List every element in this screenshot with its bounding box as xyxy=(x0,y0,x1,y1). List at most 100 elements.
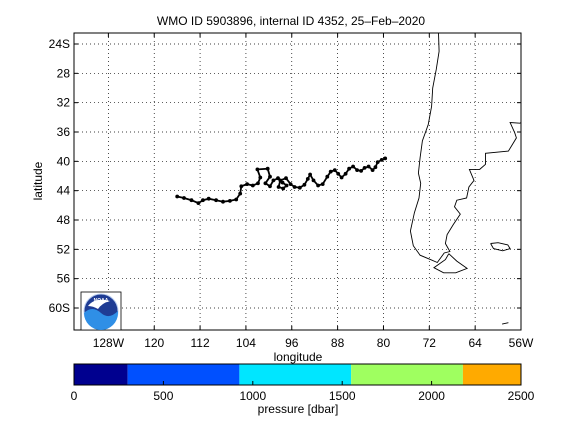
track-point xyxy=(258,175,263,180)
y-tick-label: 36 xyxy=(57,125,71,139)
noaa-logo-wave xyxy=(84,309,118,330)
colorbar-tick-label: 2500 xyxy=(508,389,535,403)
track-point xyxy=(238,191,243,196)
x-tick-label: 128W xyxy=(93,336,125,350)
colorbar-segment xyxy=(351,364,463,385)
colorbar-segment xyxy=(239,364,352,385)
track-point xyxy=(182,196,186,200)
track-point xyxy=(355,168,359,173)
falkland-islands-coast xyxy=(490,242,511,252)
x-tick-label: 112 xyxy=(191,336,210,350)
track-point xyxy=(265,166,270,171)
map-frame xyxy=(73,32,522,331)
x-axis-ticks: 128W 120 112 104 96 88 80 72 64 56W xyxy=(93,33,534,350)
track-point xyxy=(343,171,348,176)
colorbar-segments xyxy=(74,364,521,385)
figure-title: WMO ID 5903896, internal ID 4352, 25–Feb… xyxy=(157,14,425,28)
noaa-logo-bird xyxy=(88,299,110,309)
y-axis-ticks: 24S 28 32 36 40 44 48 52 56 60S xyxy=(49,37,521,315)
x-tick-label: 64 xyxy=(468,336,482,350)
colorbar-label: pressure [dbar] xyxy=(258,402,339,416)
y-tick-label: 48 xyxy=(57,213,71,227)
track-point xyxy=(383,156,388,161)
x-tick-label: 88 xyxy=(331,336,345,350)
track-point xyxy=(284,183,289,188)
track-point xyxy=(325,174,330,179)
track-point xyxy=(214,198,219,203)
grid-lines xyxy=(74,33,522,330)
track-point xyxy=(339,175,344,180)
track-point xyxy=(175,194,180,199)
track-point xyxy=(284,176,288,181)
noaa-logo: NOAA xyxy=(80,291,122,331)
track-point xyxy=(362,166,367,170)
track-point xyxy=(351,164,355,169)
track-point xyxy=(201,198,205,203)
y-tick-label: 60S xyxy=(49,301,70,315)
colorbar-ticks: 0 500 1000 1500 2000 2500 xyxy=(71,381,535,403)
track-point xyxy=(375,160,380,165)
x-tick-label: 72 xyxy=(423,336,437,350)
track-point xyxy=(328,169,333,174)
track-point xyxy=(281,186,286,191)
tierra-del-fuego-coast xyxy=(433,253,469,274)
x-tick-label: 56W xyxy=(509,336,534,350)
coastline xyxy=(409,32,522,325)
track-point xyxy=(268,174,272,179)
track-point xyxy=(366,164,371,169)
track-point xyxy=(239,184,244,189)
track-point xyxy=(370,168,375,173)
track-point xyxy=(256,181,260,186)
noaa-logo-text: NOAA xyxy=(94,298,109,304)
track-point xyxy=(250,183,255,188)
track-point xyxy=(305,177,310,181)
float-track xyxy=(175,156,388,206)
colorbar-tick-label: 0 xyxy=(71,389,78,403)
colorbar-tick-label: 1500 xyxy=(329,389,356,403)
track-point xyxy=(196,201,201,206)
track-point xyxy=(245,182,250,187)
track-point xyxy=(234,197,239,202)
y-tick-label: 28 xyxy=(57,66,71,80)
track-point xyxy=(271,178,276,183)
y-tick-label: 44 xyxy=(57,184,71,198)
track-point xyxy=(228,199,232,203)
x-tick-label: 104 xyxy=(236,336,256,350)
y-axis-label: latitude xyxy=(31,161,45,200)
track-point xyxy=(268,184,272,189)
track-point xyxy=(379,158,384,162)
x-tick-label: 96 xyxy=(285,336,299,350)
track-point xyxy=(336,171,341,176)
track-point xyxy=(316,183,320,188)
track-point xyxy=(297,185,302,190)
track-point xyxy=(276,185,281,189)
map-axes: 128W 120 112 104 96 88 80 72 64 56W 24S 28 32 36 40 44… xyxy=(31,32,534,364)
pressure-colorbar: 0 500 1000 1500 2000 2500 pressure [dbar] xyxy=(71,363,535,416)
colorbar-tick-label: 1000 xyxy=(239,389,266,403)
track-point xyxy=(320,182,325,187)
y-tick-label: 52 xyxy=(57,242,71,256)
track-point xyxy=(373,165,378,170)
track-point xyxy=(278,178,283,183)
colorbar-segment xyxy=(127,364,240,385)
y-tick-label: 40 xyxy=(57,154,71,168)
track-point xyxy=(288,182,293,187)
track-point xyxy=(292,185,297,189)
colorbar-frame xyxy=(73,363,522,386)
track-point xyxy=(308,172,312,177)
track-point xyxy=(347,166,351,171)
x-tick-label: 120 xyxy=(144,336,164,350)
y-tick-label: 24S xyxy=(49,37,70,51)
colorbar-segment xyxy=(462,364,521,385)
colorbar-tick-label: 500 xyxy=(153,389,173,403)
track-point xyxy=(221,199,225,204)
track-point xyxy=(359,169,363,173)
colorbar-segment xyxy=(74,364,128,385)
track-point xyxy=(206,196,211,201)
x-axis-label: longitude xyxy=(274,350,323,364)
south-shetland-coast xyxy=(502,322,509,325)
track-point xyxy=(302,182,307,187)
south-america-coast xyxy=(409,32,522,264)
track-point xyxy=(263,181,268,186)
track-point xyxy=(255,167,260,172)
